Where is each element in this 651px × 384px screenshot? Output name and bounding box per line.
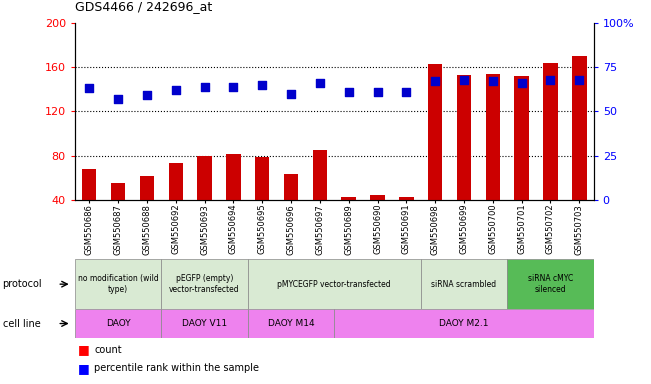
Bar [312, 150, 327, 244]
Bar [399, 197, 413, 244]
Point [113, 96, 123, 102]
Bar [197, 156, 212, 244]
Bar [544, 63, 558, 244]
Point [372, 89, 383, 95]
Text: percentile rank within the sample: percentile rank within the sample [94, 363, 259, 373]
Point [344, 89, 354, 95]
Bar [161, 259, 248, 309]
Bar [75, 309, 161, 338]
Text: count: count [94, 345, 122, 355]
Bar [507, 259, 594, 309]
Text: DAOY M2.1: DAOY M2.1 [439, 319, 489, 328]
Text: GDS4466 / 242696_at: GDS4466 / 242696_at [75, 0, 212, 13]
Bar [335, 309, 594, 338]
Bar [226, 154, 241, 244]
Bar [169, 163, 183, 244]
Bar [514, 76, 529, 244]
Bar [248, 259, 421, 309]
Bar [486, 74, 500, 244]
Bar [255, 157, 270, 244]
Bar [75, 259, 161, 309]
Text: ■: ■ [78, 343, 90, 356]
Text: DAOY M14: DAOY M14 [268, 319, 314, 328]
Text: ■: ■ [78, 362, 90, 375]
Point [257, 82, 268, 88]
Text: protocol: protocol [3, 279, 42, 289]
Bar [161, 309, 248, 338]
Point [401, 89, 411, 95]
Bar [457, 75, 471, 244]
Text: cell line: cell line [3, 318, 40, 329]
Point [459, 76, 469, 83]
Text: DAOY V11: DAOY V11 [182, 319, 227, 328]
Bar [421, 259, 507, 309]
Text: siRNA scrambled: siRNA scrambled [432, 280, 497, 289]
Text: pMYCEGFP vector-transfected: pMYCEGFP vector-transfected [277, 280, 391, 289]
Point [229, 84, 239, 90]
Bar [111, 183, 125, 244]
Point [286, 91, 296, 97]
Bar [284, 174, 298, 244]
Point [516, 80, 527, 86]
Text: siRNA cMYC
silenced: siRNA cMYC silenced [528, 275, 573, 294]
Point [199, 84, 210, 90]
Bar [82, 169, 96, 244]
Point [546, 76, 556, 83]
Bar [248, 309, 335, 338]
Text: pEGFP (empty)
vector-transfected: pEGFP (empty) vector-transfected [169, 275, 240, 294]
Text: no modification (wild
type): no modification (wild type) [77, 275, 158, 294]
Bar [370, 195, 385, 244]
Point [142, 93, 152, 99]
Bar [428, 64, 443, 244]
Point [84, 85, 94, 91]
Point [314, 80, 325, 86]
Point [171, 87, 181, 93]
Point [430, 78, 440, 84]
Bar [342, 197, 356, 244]
Text: DAOY: DAOY [106, 319, 130, 328]
Bar [140, 177, 154, 244]
Point [488, 78, 498, 84]
Point [574, 76, 585, 83]
Bar [572, 56, 587, 244]
